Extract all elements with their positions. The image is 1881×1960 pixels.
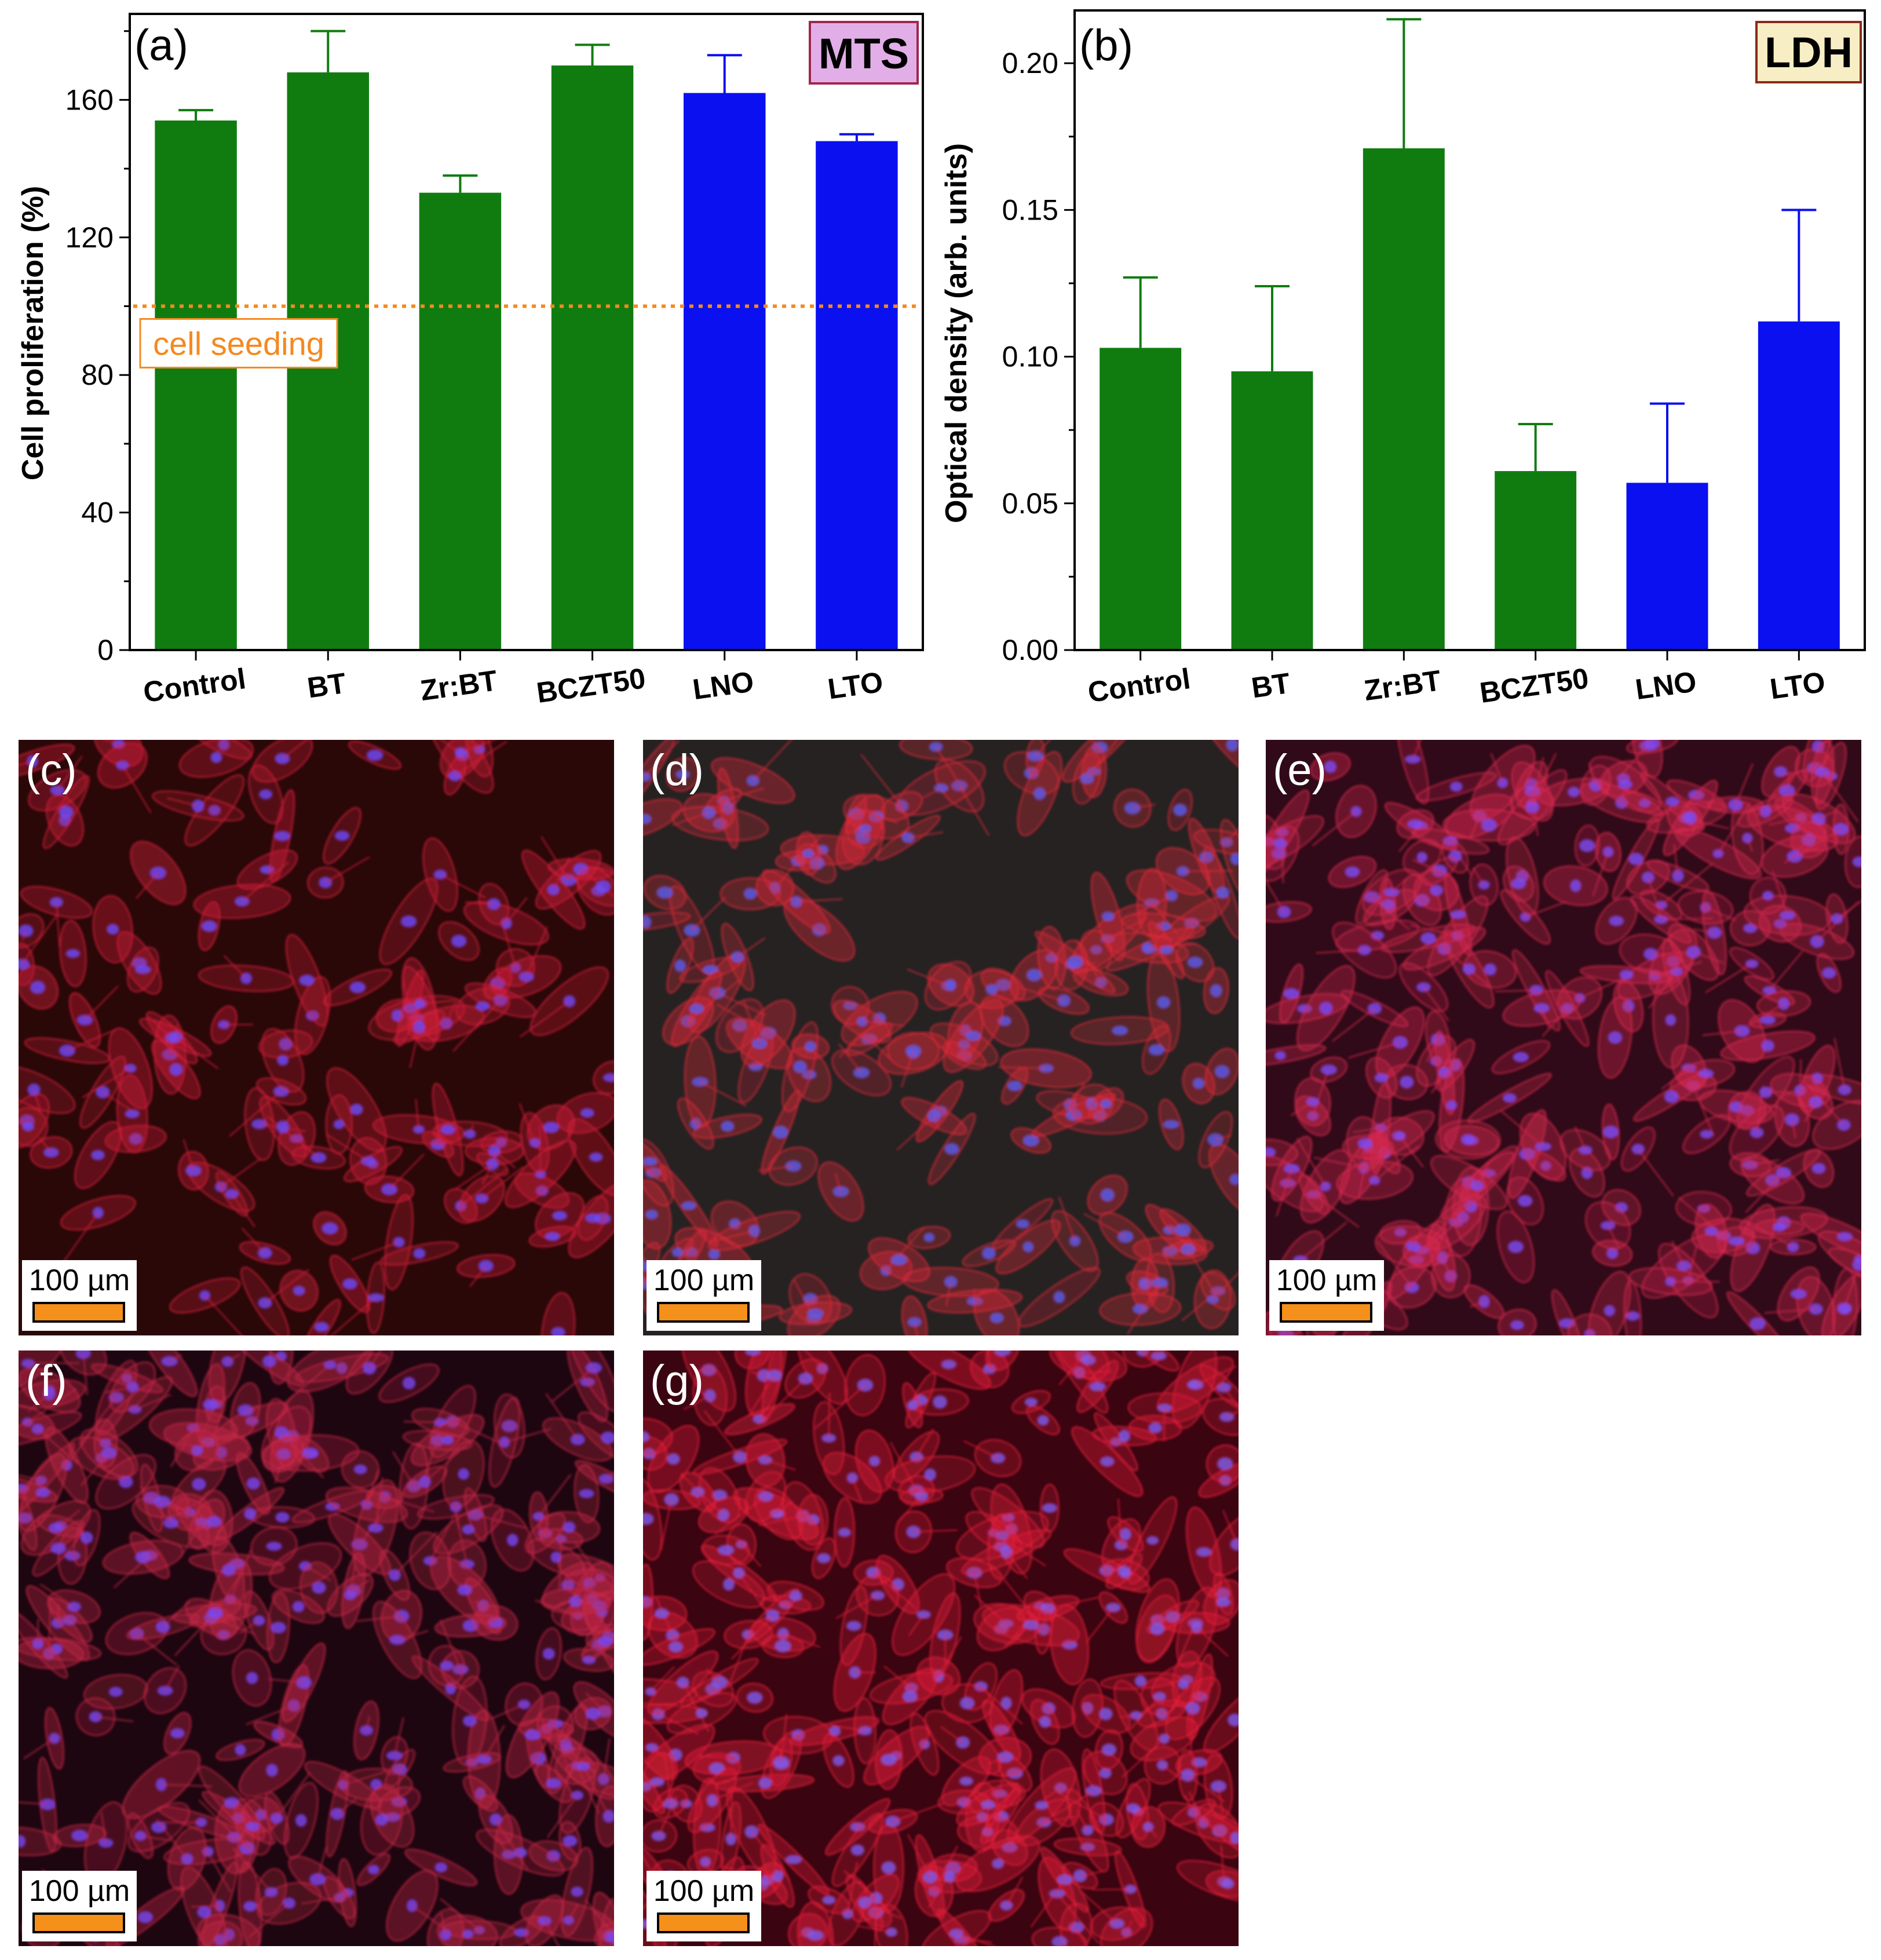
ldh-badge-text: LDH <box>1765 28 1853 76</box>
y-tick-label: 0.05 <box>1002 487 1058 520</box>
x-tick-label: BCZT50 <box>1478 662 1591 709</box>
micrograph-image <box>604 1322 1277 1957</box>
y-tick-label: 0 <box>97 634 114 666</box>
micrograph-label: (c) <box>25 746 77 795</box>
scale-bar-line <box>34 1914 124 1932</box>
bar-zrbt <box>419 193 501 650</box>
bar-control <box>1100 348 1181 650</box>
x-tick-label: Zr:BT <box>1362 664 1443 707</box>
micrograph-label: (d) <box>650 746 704 795</box>
scale-bar: 100 µm <box>22 1260 137 1331</box>
y-tick-label: 80 <box>81 359 114 391</box>
x-tick-label: Control <box>1086 662 1192 709</box>
scale-bar: 100 µm <box>1269 1260 1384 1331</box>
x-tick-label: BT <box>305 667 348 705</box>
x-tick-label: Control <box>141 662 248 709</box>
x-tick-label: LTO <box>1768 666 1827 706</box>
bar-lto <box>816 141 897 650</box>
scale-bar-line <box>658 1914 748 1932</box>
micrograph-e: (e) 100 µm <box>1231 709 1881 1384</box>
micrograph-image <box>600 705 1274 1353</box>
micrograph-label: (g) <box>650 1356 704 1406</box>
y-tick-label: 120 <box>65 221 114 254</box>
assay-badge-ldh: LDH <box>1756 22 1861 82</box>
scale-bar: 100 µm <box>22 1871 137 1941</box>
panel-label-a: (a) <box>134 21 188 70</box>
y-axis-title-b: Optical density (arb. units) <box>940 143 973 523</box>
bar-lno <box>684 93 765 650</box>
bar-bt <box>1232 371 1313 650</box>
chart-mts-cell-proliferation: Cell proliferation (%) 0 40 80 120 160 Contro… <box>16 14 923 709</box>
y-tick-label: 0.20 <box>1002 47 1058 79</box>
scale-bar: 100 µm <box>647 1260 761 1331</box>
x-tick-label: Zr:BT <box>418 664 499 707</box>
x-tick-label: BCZT50 <box>535 662 648 709</box>
bar-lto <box>1758 322 1840 650</box>
assay-badge-mts: MTS <box>810 22 918 83</box>
y-tick-label: 40 <box>81 497 114 529</box>
mts-badge-text: MTS <box>819 30 909 78</box>
bar-control <box>155 121 236 650</box>
y-tick-label: 0.00 <box>1002 634 1058 666</box>
scale-bar-line <box>658 1303 748 1322</box>
scale-bar-label: 100 µm <box>653 1264 754 1297</box>
scale-bar-line <box>34 1303 124 1322</box>
bar-lno <box>1627 483 1708 650</box>
y-tick-label: 0.10 <box>1002 341 1058 373</box>
panel-label-b: (b) <box>1079 21 1133 70</box>
micrograph-f: (f) 100 µm <box>0 1317 662 1957</box>
bar-zrbt <box>1363 148 1445 650</box>
micrograph-g: (g) 100 µm <box>604 1322 1277 1957</box>
micrograph-d: (d) 100 µm <box>600 705 1274 1353</box>
x-tick-label: LNO <box>691 665 755 706</box>
y-tick-label: 160 <box>65 83 114 116</box>
bar-bczt50 <box>1495 471 1576 650</box>
bar-bczt50 <box>551 65 633 650</box>
micrograph-label: (f) <box>25 1356 67 1406</box>
fluorescence-micrographs: (c) 100 µm (d) 100 µm (e) 100 µm (f) 100 µm (g) 1… <box>0 703 1881 1957</box>
scale-bar-label: 100 µm <box>29 1874 130 1908</box>
x-tick-label: LTO <box>826 666 885 706</box>
scale-bar-label: 100 µm <box>29 1264 130 1297</box>
x-tick-label: LNO <box>1633 665 1698 706</box>
scale-bar: 100 µm <box>647 1871 761 1941</box>
scale-bar-line <box>1281 1303 1371 1322</box>
plot-frame <box>1075 10 1865 650</box>
micrograph-label: (e) <box>1273 746 1327 795</box>
micrograph-c: (c) 100 µm <box>0 703 658 1374</box>
x-tick-label: BT <box>1250 667 1292 705</box>
micrograph-image <box>0 1317 662 1957</box>
y-tick-label: 0.15 <box>1002 194 1058 226</box>
y-axis-title-a: Cell proliferation (%) <box>16 186 50 480</box>
scale-bar-label: 100 µm <box>1276 1264 1377 1297</box>
scale-bar-label: 100 µm <box>653 1874 754 1908</box>
chart-ldh-optical-density: Optical density (arb. units) 0.00 0.05 0.1… <box>940 10 1865 709</box>
cell-seeding-label: cell seeding <box>153 325 324 362</box>
